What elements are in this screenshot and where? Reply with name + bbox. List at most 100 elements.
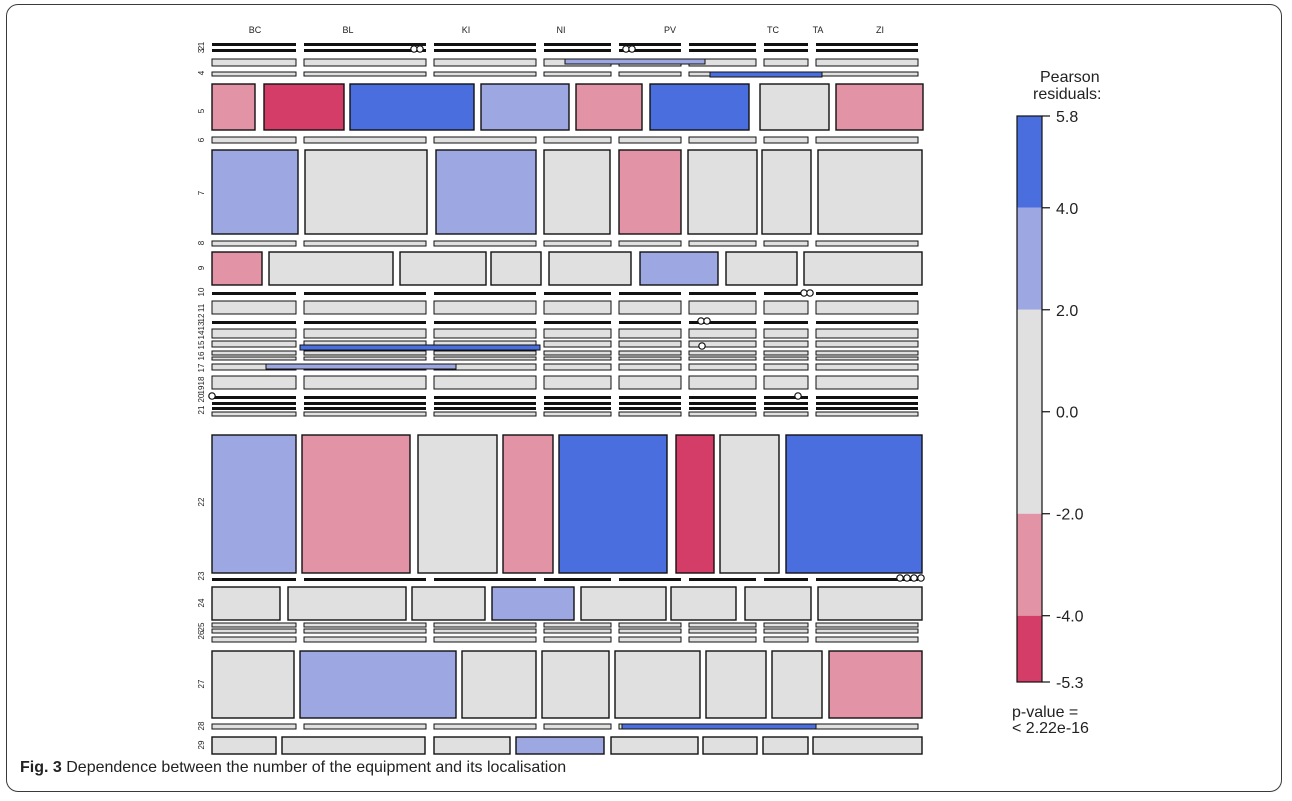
empty-cell-marker (917, 574, 925, 582)
tile-row24-bc (211, 586, 281, 621)
tile-row5-bl (263, 83, 345, 131)
thin-cell (688, 622, 757, 628)
row-label-4: 4 (197, 70, 206, 75)
thin-cell (618, 363, 682, 371)
legend-color-bar (1016, 115, 1043, 683)
thin-cell (688, 136, 757, 144)
thin-cell (303, 240, 427, 247)
thin-cell (433, 300, 537, 315)
thin-cell (618, 340, 682, 348)
thin-cell (212, 292, 296, 295)
thin-cell (688, 356, 757, 361)
thin-cell (433, 628, 537, 634)
thin-cell (212, 49, 296, 52)
thin-cell-highlight (299, 344, 541, 351)
tile-row29-pv (610, 736, 699, 755)
thin-cell (211, 622, 297, 628)
thin-cell (433, 58, 537, 67)
tile-row9-tc (639, 251, 719, 286)
tile-row22-tc (675, 434, 715, 574)
figure-caption: Fig. 3 Dependence between the number of … (20, 759, 566, 777)
thin-cell (763, 350, 809, 356)
legend-band-4 (1017, 615, 1042, 682)
tile-row7-ki (435, 149, 537, 235)
legend-tick-label: -5.3 (1056, 675, 1084, 692)
tile-row24-bl (287, 586, 407, 621)
thin-cell (433, 622, 537, 628)
column-label-bc: BC (249, 25, 262, 35)
row-label-14: 14 (197, 330, 206, 339)
row-label-21: 21 (197, 405, 206, 414)
thin-cell (619, 402, 681, 405)
thin-cell (434, 407, 536, 410)
thin-cell (544, 396, 611, 399)
thin-cell (618, 240, 682, 247)
thin-cell-highlight (709, 71, 823, 78)
tile-row24-pv (580, 586, 667, 621)
tile-row27-tc (705, 650, 767, 719)
thin-cell (763, 628, 809, 634)
row-label-23: 23 (197, 571, 206, 580)
legend-tick-label: 2.0 (1056, 303, 1078, 320)
thin-cell (815, 71, 919, 77)
thin-cell (689, 49, 756, 52)
thin-cell (212, 407, 296, 410)
thin-cell (618, 411, 682, 417)
tile-row9-ni (490, 251, 542, 286)
thin-cell (689, 407, 756, 410)
column-label-pv: PV (664, 25, 676, 35)
thin-cell (816, 43, 918, 46)
column-label-ki: KI (462, 25, 471, 35)
legend: Pearson residuals: 5.8 4.0 2.0 0.0 -2.0 -4.0 -… (1012, 69, 1101, 737)
thin-cell (433, 350, 537, 356)
thin-cell (688, 240, 757, 247)
thin-cell (815, 136, 919, 144)
tile-row5-ki (349, 83, 475, 131)
thin-cell (434, 402, 536, 405)
thin-cell (212, 321, 296, 324)
thin-cell (544, 321, 611, 324)
thin-cell (304, 407, 426, 410)
tile-row22-bl (301, 434, 411, 574)
thin-cell (763, 411, 809, 417)
thin-cell (764, 321, 808, 324)
empty-cell-marker (628, 45, 636, 53)
thin-cell (304, 578, 426, 581)
thin-cell (764, 49, 808, 52)
legend-title-line-2: residuals: (1033, 86, 1101, 103)
row-label-13: 13 (197, 321, 206, 330)
thin-cell (689, 292, 756, 295)
tile-row9-bc (211, 251, 263, 286)
row-label-20: 20 (197, 393, 206, 402)
tile-row9-pv (548, 251, 632, 286)
row-label-25: 25 (197, 622, 206, 631)
thin-cell (303, 350, 427, 356)
thin-cell (303, 628, 427, 634)
thin-cell (689, 43, 756, 46)
thin-cell (688, 328, 757, 339)
thin-cell (689, 321, 756, 324)
thin-cell (815, 636, 919, 643)
thin-cell (211, 723, 297, 730)
row-label-10: 10 (197, 287, 206, 296)
legend-tick-label: 4.0 (1056, 201, 1078, 218)
thin-cell (543, 356, 612, 361)
thin-cell (689, 578, 756, 581)
tile-row5-zi (835, 83, 924, 131)
thin-cell (764, 578, 808, 581)
thin-cell (689, 402, 756, 405)
thin-cell (815, 300, 919, 315)
thin-cell (304, 49, 426, 52)
empty-cell-marker (903, 574, 911, 582)
tile-row5-ni (480, 83, 570, 131)
tile-row29-bl (281, 736, 426, 755)
row-label-7: 7 (197, 190, 206, 195)
tile-row22-ki (417, 434, 498, 574)
thin-cell (211, 300, 297, 315)
thin-cell (543, 411, 612, 417)
thin-cell (764, 402, 808, 405)
tile-row7-tc (687, 149, 758, 235)
thin-cell (543, 328, 612, 339)
thin-cell (544, 407, 611, 410)
